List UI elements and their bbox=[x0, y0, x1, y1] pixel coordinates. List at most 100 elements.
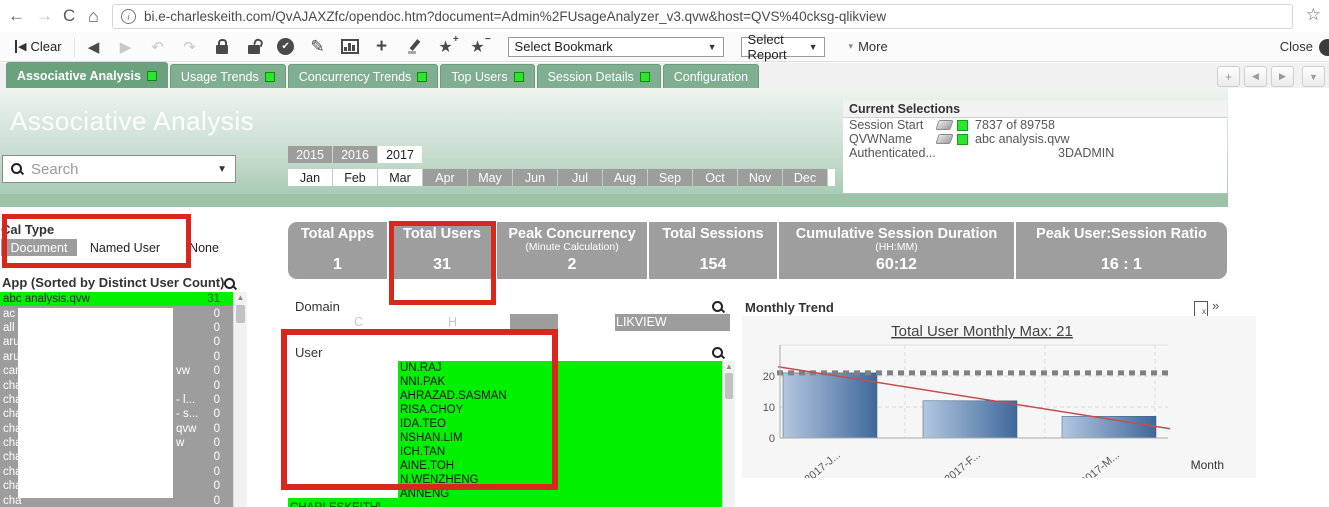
tab-usage-trends[interactable]: Usage Trends bbox=[169, 64, 286, 88]
tab-scroll-left-button[interactable]: ◀ bbox=[1244, 66, 1267, 87]
month-jul[interactable]: Jul bbox=[558, 169, 602, 186]
year-2015[interactable]: 2015 bbox=[288, 146, 332, 163]
tab-scroll-right-button[interactable]: ▶ bbox=[1271, 66, 1294, 87]
user-list-item[interactable]: NNI.PAK bbox=[400, 376, 446, 388]
cal-type-option-document[interactable]: Document bbox=[1, 239, 77, 256]
tab-top-users[interactable]: Top Users bbox=[440, 64, 535, 88]
edit-notes-icon[interactable]: ✎ bbox=[310, 36, 325, 56]
month-oct[interactable]: Oct bbox=[693, 169, 737, 186]
app-list-item[interactable]: cha - l... 0 bbox=[0, 393, 233, 407]
browser-refresh-icon[interactable]: C bbox=[63, 6, 76, 25]
add-bookmark-icon[interactable]: ★ + bbox=[438, 33, 459, 56]
user-list-item[interactable]: RISA.CHOY bbox=[400, 404, 464, 416]
app-list-item[interactable]: ac 0 bbox=[0, 306, 233, 320]
add-object-icon[interactable]: + bbox=[375, 36, 388, 57]
help-icon[interactable] bbox=[1319, 39, 1329, 56]
close-button[interactable]: Close bbox=[1279, 39, 1313, 54]
remove-bookmark-icon[interactable]: ★ − bbox=[470, 33, 491, 56]
app-list-item[interactable]: aru 0 bbox=[0, 335, 233, 349]
tab-session-details[interactable]: Session Details bbox=[536, 64, 661, 88]
eraser-icon[interactable] bbox=[935, 134, 954, 144]
back-step-icon[interactable]: ◀ bbox=[87, 38, 100, 56]
info-icon[interactable]: i bbox=[121, 9, 136, 24]
redo-icon[interactable]: ↷ bbox=[183, 38, 196, 56]
browser-back-icon[interactable]: ← bbox=[8, 6, 25, 25]
browser-home-icon[interactable]: ⌂ bbox=[88, 6, 99, 26]
user-list-item[interactable]: N.WENZHENG bbox=[400, 474, 479, 486]
app-list-item[interactable]: cha 0 bbox=[0, 378, 233, 392]
user-list-item[interactable]: IDA.TEO bbox=[400, 418, 447, 430]
pointer-tool-icon[interactable] bbox=[398, 32, 430, 61]
user-list-item[interactable]: UN.RAJ bbox=[400, 362, 442, 374]
more-button[interactable]: ▾ More bbox=[849, 39, 888, 54]
forward-step-icon[interactable]: ▶ bbox=[119, 38, 132, 56]
app-list-item[interactable]: cha w 0 bbox=[0, 436, 233, 450]
user-list-item[interactable]: AINE.TOH bbox=[400, 460, 455, 472]
chevron-down-icon[interactable]: ▼ bbox=[217, 163, 227, 175]
distinct-user-count: 0 bbox=[213, 465, 220, 478]
user-list-item[interactable]: AHRAZAD.SASMAN bbox=[400, 390, 507, 402]
chart-objects-icon[interactable] bbox=[334, 32, 366, 61]
app-list-item[interactable]: cha 0 bbox=[0, 493, 233, 507]
scroll-up-icon[interactable]: ▲ bbox=[725, 362, 733, 371]
month-nov[interactable]: Nov bbox=[738, 169, 782, 186]
app-list-item[interactable]: all 0 bbox=[0, 321, 233, 335]
undo-icon[interactable]: ↶ bbox=[151, 38, 164, 56]
cal-type-option-named-user[interactable]: Named User bbox=[89, 240, 161, 255]
app-list-item[interactable]: abc analysis.qvw 31 bbox=[0, 292, 233, 307]
month-apr[interactable]: Apr bbox=[423, 169, 467, 186]
app-list-item[interactable]: cha 0 bbox=[0, 465, 233, 479]
month-jan[interactable]: Jan bbox=[288, 169, 332, 186]
app-list-scrollbar[interactable]: ▲ bbox=[233, 292, 247, 507]
kpi-label: Total Apps bbox=[300, 226, 375, 242]
add-tab-button[interactable]: + bbox=[1217, 66, 1240, 87]
month-aug[interactable]: Aug bbox=[603, 169, 647, 186]
app-list-item[interactable]: cha 0 bbox=[0, 450, 233, 464]
clear-selections-button[interactable]: ◀ Clear bbox=[6, 32, 71, 61]
year-2016[interactable]: 2016 bbox=[333, 146, 377, 163]
svg-text:2017-M...: 2017-M... bbox=[1079, 449, 1122, 478]
report-select[interactable]: Select Report ▼ bbox=[740, 32, 825, 62]
current-selections-panel: Current Selections Session Start 7837 of … bbox=[843, 100, 1227, 193]
scroll-up-icon[interactable]: ▲ bbox=[236, 293, 245, 302]
year-2017[interactable]: 2017 bbox=[378, 146, 422, 163]
bookmark-star-icon[interactable]: ☆ bbox=[1305, 5, 1321, 24]
domain-cell-excluded[interactable]: LIKVIEW bbox=[510, 314, 730, 331]
tab-concurrency-trends[interactable]: Concurrency Trends bbox=[287, 64, 439, 88]
user-list-item[interactable]: ANNENG bbox=[400, 488, 450, 500]
user-list-item[interactable]: NSHAN.LIM bbox=[400, 432, 463, 444]
fast-forward-icon[interactable]: » bbox=[1212, 298, 1220, 313]
lock-icon[interactable] bbox=[206, 32, 238, 61]
user-list-item[interactable]: ICH.TAN bbox=[400, 446, 446, 458]
user-label: User bbox=[295, 345, 323, 360]
month-mar[interactable]: Mar bbox=[378, 169, 422, 186]
unlock-icon[interactable] bbox=[238, 32, 270, 61]
tab-configuration[interactable]: Configuration bbox=[662, 64, 760, 88]
svg-text:2017-F...: 2017-F... bbox=[942, 449, 983, 478]
month-feb[interactable]: Feb bbox=[333, 169, 377, 186]
clear-all-icon[interactable]: ✔ bbox=[270, 32, 302, 61]
user-list-scrollbar[interactable]: ▲ bbox=[722, 361, 735, 507]
eraser-icon[interactable] bbox=[935, 120, 954, 130]
scrollbar-thumb[interactable] bbox=[725, 373, 733, 399]
tab-menu-button[interactable]: ▼ bbox=[1302, 66, 1325, 87]
scrollbar-thumb[interactable] bbox=[236, 305, 245, 323]
search-input[interactable]: Search ▼ bbox=[2, 155, 236, 183]
address-bar[interactable]: i bi.e-charleskeith.com/QvAJAXZfc/opendo… bbox=[112, 4, 1293, 29]
month-jun[interactable]: Jun bbox=[513, 169, 557, 186]
browser-forward-icon[interactable]: → bbox=[36, 6, 53, 25]
app-list-item[interactable]: cha 0 bbox=[0, 479, 233, 493]
app-list-item[interactable]: car vw 0 bbox=[0, 364, 233, 378]
domain-cell-selected[interactable]: C H bbox=[288, 314, 510, 331]
month-may[interactable]: May bbox=[468, 169, 512, 186]
month-sep[interactable]: Sep bbox=[648, 169, 692, 186]
bookmark-select[interactable]: Select Bookmark ▼ bbox=[507, 36, 724, 57]
export-excel-icon[interactable]: x bbox=[1194, 301, 1208, 317]
app-list-item[interactable]: aru 0 bbox=[0, 350, 233, 364]
app-list-item[interactable]: cha qvw 0 bbox=[0, 422, 233, 436]
month-dec[interactable]: Dec bbox=[783, 169, 827, 186]
tab-associative-analysis[interactable]: Associative Analysis bbox=[6, 62, 168, 88]
cal-type-option-none[interactable]: None bbox=[189, 240, 219, 255]
user-list-item-partial[interactable]: CHARLESKEITH\... bbox=[288, 501, 722, 507]
app-list-item[interactable]: cha - s... 0 bbox=[0, 407, 233, 421]
